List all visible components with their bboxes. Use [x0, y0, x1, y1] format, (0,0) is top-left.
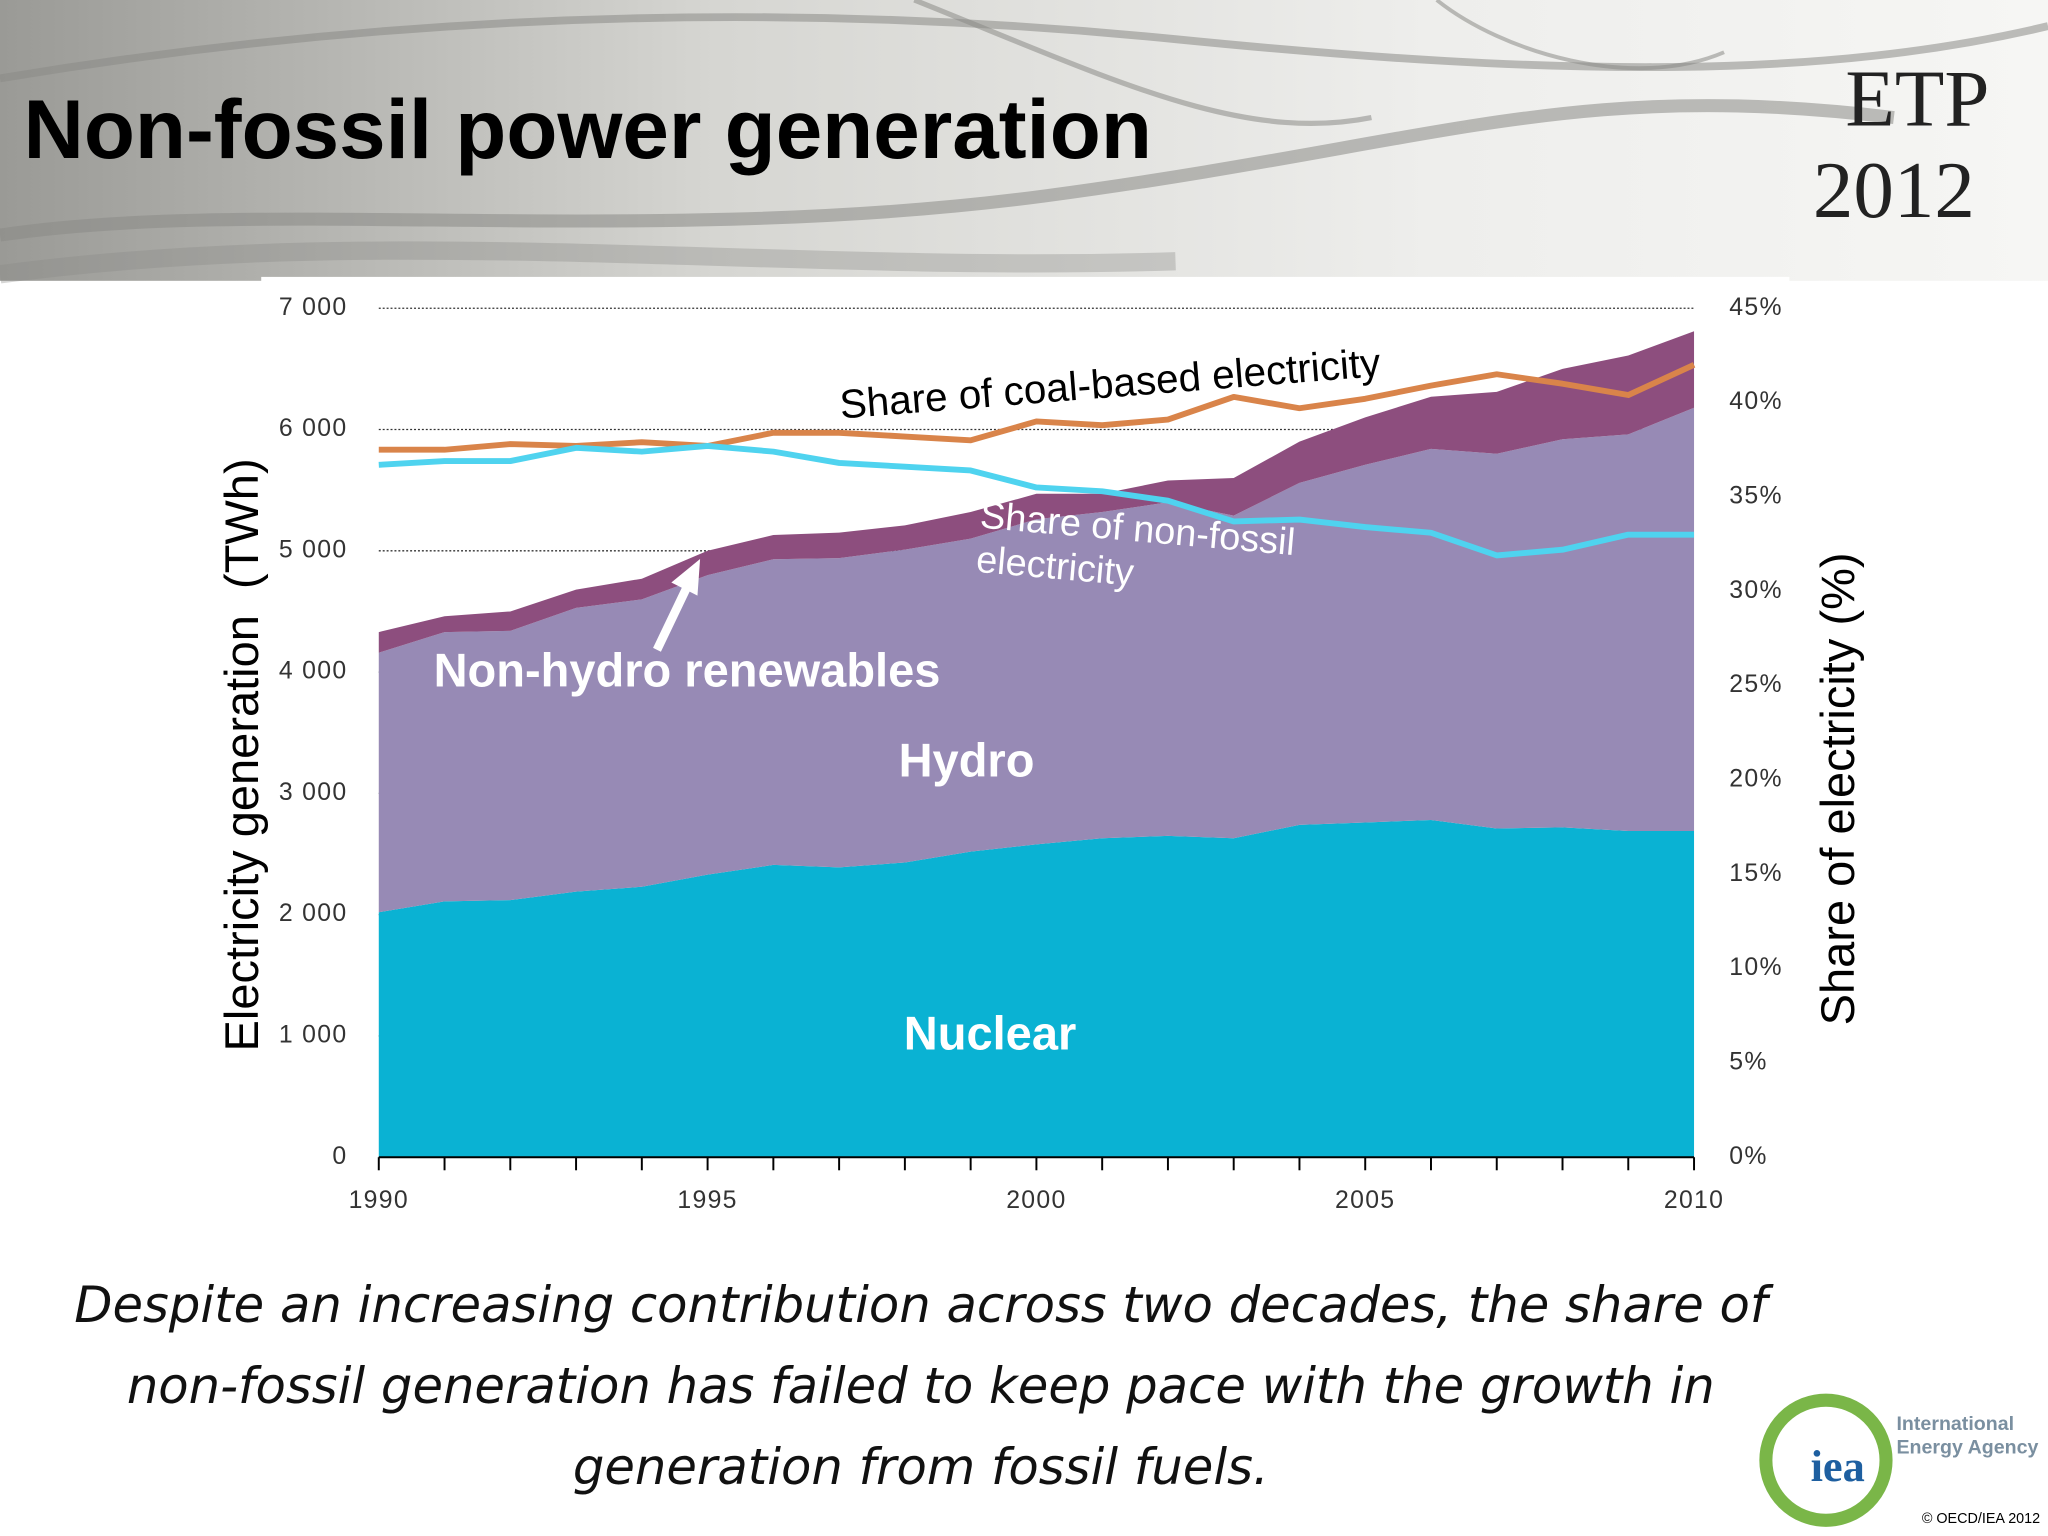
iea-logo: iea International Energy Agency © OECD/I…: [1759, 1393, 2040, 1527]
x-tick-label: 2010: [1664, 1187, 1724, 1214]
y2-tick-label: 20%: [1729, 765, 1783, 792]
x-tick-label: 2005: [1335, 1187, 1395, 1214]
y2-tick-label: 0%: [1729, 1143, 1767, 1170]
logo-line: 2012: [1813, 145, 1975, 235]
y2-tick-label: 35%: [1729, 482, 1783, 509]
y2-tick-label: 5%: [1729, 1048, 1767, 1075]
y2-tick-label: 25%: [1729, 671, 1783, 698]
y-tick-label: 6 000: [279, 415, 348, 442]
area: [378, 820, 1695, 1158]
y-tick-label: 3 000: [279, 779, 348, 806]
line: [378, 362, 1696, 453]
logo-line: ETP: [1845, 53, 1989, 143]
y2-tick-label: 45%: [1729, 294, 1783, 321]
chart: 0 1 000 2 000 3 000 4 000 5 000 6 000 7 000 0% 5%…: [215, 294, 1864, 1214]
x-tick-label: 2000: [1006, 1187, 1066, 1214]
y-tick-label: 0: [332, 1143, 347, 1170]
title: Non-fossil power generation: [24, 82, 1152, 176]
y2-axis-title: Share of electricity (%): [1811, 552, 1864, 1025]
agency-name: International Energy Agency: [1896, 1413, 2039, 1459]
y-axis-title: Electricity generation (TWh): [215, 458, 268, 1051]
y2-tick-label: 10%: [1729, 954, 1783, 981]
series-label: Nuclear: [904, 1006, 1076, 1059]
y2-tick-label: 15%: [1729, 860, 1783, 887]
annotation-arrow: [653, 559, 701, 652]
y-tick-label: 7 000: [279, 294, 348, 321]
y2-tick-label: 30%: [1729, 577, 1783, 604]
series-label: Hydro: [899, 734, 1035, 787]
area: [378, 407, 1695, 913]
agency-box: International Energy Agency: [1896, 1413, 2039, 1459]
logo-short: iea: [1811, 1441, 1865, 1491]
caption: Despite an increasing contribution acros…: [74, 1276, 1768, 1496]
logo-ring: [1759, 1393, 1893, 1527]
x-tick-label: 1995: [677, 1187, 737, 1214]
caption-box: Despite an increasing contribution acros…: [74, 1276, 1768, 1496]
copyright: © OECD/IEA 2012: [1922, 1511, 2040, 1527]
header-swooshes: [0, 0, 2048, 284]
area: [378, 331, 1695, 653]
y-tick-label: 2 000: [279, 900, 348, 927]
y-tick-label: 4 000: [279, 658, 348, 685]
y-tick-label: 1 000: [279, 1021, 348, 1048]
y-tick-label: 5 000: [279, 536, 348, 563]
line: [378, 443, 1695, 559]
logo: ETP 2012: [1813, 53, 1989, 234]
y2-tick-label: 40%: [1729, 388, 1783, 415]
series-label: Non-hydro renewables: [434, 643, 941, 696]
x-tick-label: 1990: [349, 1187, 409, 1214]
